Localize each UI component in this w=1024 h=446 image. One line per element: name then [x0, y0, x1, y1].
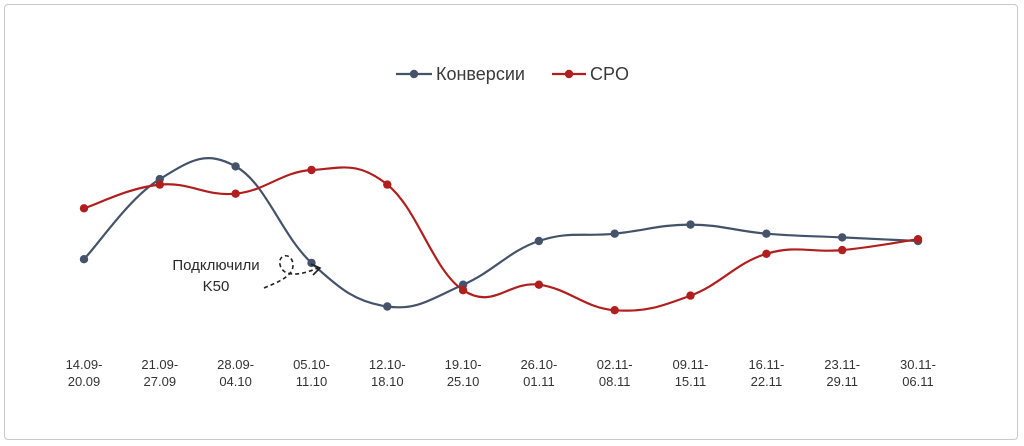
data-point-cpo-1	[155, 180, 164, 189]
x-tick-label-6-line2: 01.11	[523, 374, 555, 389]
annotation-label-line2: K50	[203, 278, 230, 295]
annotation-arrow-path	[263, 254, 319, 289]
x-tick-label-11-line2: 06.11	[902, 374, 934, 389]
x-tick-label-6-line1: 26.10-	[520, 357, 557, 372]
data-point-cpo-3	[307, 165, 316, 175]
annotation-k50: Подключили K50	[172, 254, 322, 295]
data-point-cpo-7	[610, 306, 619, 315]
series-points	[79, 162, 923, 315]
x-tick-label-3-line2: 11.10	[296, 374, 328, 389]
legend-label-conversions: Конверсии	[436, 64, 525, 84]
legend-marker-cpo	[564, 69, 574, 79]
legend-label-cpo: CPO	[590, 64, 629, 84]
x-tick-label-9-line2: 22.11	[751, 374, 783, 389]
x-tick-label-0-line1: 14.09-	[66, 357, 103, 372]
data-point-conversions-6	[534, 236, 544, 246]
data-point-conversions-0	[79, 255, 89, 264]
data-point-conversions-10	[838, 233, 847, 242]
data-point-cpo-11	[913, 235, 923, 244]
x-tick-label-10-line1: 23.11-	[824, 357, 860, 372]
data-point-conversions-8	[686, 220, 695, 229]
x-tick-label-7-line2: 08.11	[599, 374, 631, 389]
annotation-label-line1: Подключили	[172, 257, 259, 274]
x-tick-label-2-line1: 28.09-	[217, 357, 254, 372]
data-point-cpo-5	[458, 286, 468, 295]
data-point-conversions-2	[231, 162, 240, 171]
x-tick-label-4-line2: 18.10	[371, 374, 404, 389]
x-tick-label-4-line1: 12.10-	[369, 357, 406, 372]
data-point-cpo-10	[838, 245, 847, 255]
data-point-conversions-9	[762, 229, 771, 238]
x-tick-label-5-line2: 25.10	[447, 374, 480, 389]
x-tick-label-7-line1: 02.11-	[597, 357, 633, 372]
dashed-curly-arrow-icon	[263, 254, 322, 289]
x-tick-label-11-line1: 30.11-	[900, 357, 936, 372]
x-tick-label-0-line2: 20.09	[68, 374, 101, 389]
data-point-cpo-2	[231, 189, 240, 198]
legend-marker-conversions	[409, 69, 419, 79]
annotation-arrow-head	[310, 263, 322, 276]
data-point-cpo-6	[534, 280, 544, 289]
x-tick-label-5-line1: 19.10-	[445, 357, 482, 372]
data-point-cpo-8	[686, 291, 695, 300]
data-point-cpo-9	[762, 249, 771, 258]
data-point-conversions-4	[383, 302, 392, 311]
chart-legend: Конверсии CPO	[396, 64, 629, 84]
x-tick-label-1-line1: 21.09-	[141, 357, 178, 372]
x-tick-label-3-line1: 05.10-	[293, 357, 330, 372]
chart-frame	[4, 4, 1018, 440]
x-tick-label-9-line1: 16.11-	[748, 357, 784, 372]
x-axis-tick-labels: 14.09- 20.09 21.09- 27.09 28.09- 04.10 05.10- 1…	[66, 357, 936, 389]
x-tick-label-8-line2: 15.11	[675, 374, 707, 389]
x-tick-label-8-line1: 09.11-	[673, 357, 709, 372]
data-point-cpo-0	[79, 204, 89, 213]
x-tick-label-1-line2: 27.09	[144, 374, 177, 389]
x-tick-label-2-line2: 04.10	[219, 374, 252, 389]
x-tick-label-10-line2: 29.11	[826, 374, 858, 389]
data-point-cpo-4	[383, 180, 392, 189]
data-point-conversions-7	[610, 229, 619, 238]
